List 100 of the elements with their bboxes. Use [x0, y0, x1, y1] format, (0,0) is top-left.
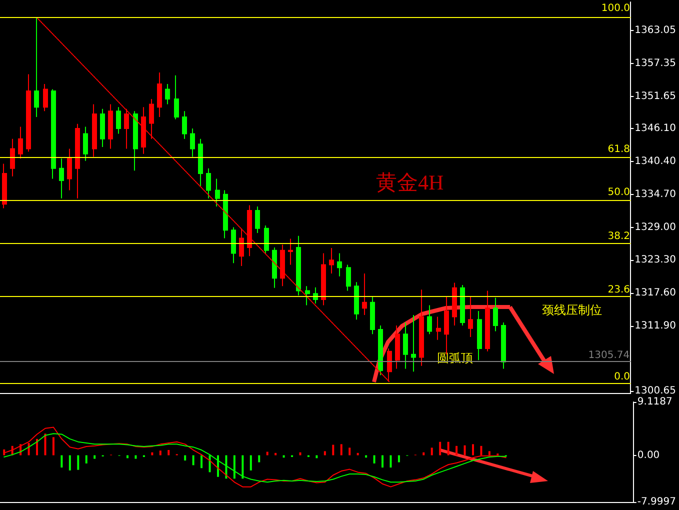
- candlestick: [124, 108, 129, 150]
- candlestick: [477, 310, 482, 361]
- candlestick: [75, 123, 80, 199]
- candlestick: [403, 322, 408, 370]
- bar: [472, 444, 474, 456]
- bar: [192, 455, 194, 466]
- candlestick: [280, 244, 285, 287]
- candlestick: [329, 248, 334, 274]
- bar: [340, 444, 342, 456]
- candlestick: [337, 252, 342, 277]
- candlestick: [378, 324, 383, 376]
- candlestick: [468, 296, 473, 338]
- candlestick: [231, 226, 236, 264]
- candlestick: [239, 228, 244, 266]
- candlestick: [370, 296, 375, 335]
- bar: [159, 450, 162, 456]
- bar: [28, 443, 30, 456]
- candlestick: [92, 104, 97, 158]
- candlestick: [133, 110, 138, 172]
- candlestick: [501, 322, 506, 370]
- annotation: 23.6: [608, 284, 630, 296]
- ref-line-label: 1305.74: [588, 350, 630, 362]
- bar: [68, 455, 71, 470]
- bar: [356, 452, 359, 456]
- annotation: 0.0: [614, 372, 630, 383]
- candlestick: [182, 110, 187, 140]
- candlestick: [206, 168, 211, 199]
- candlestick: [395, 324, 400, 370]
- candlestick: [427, 304, 432, 335]
- candlestick: [419, 289, 424, 366]
- candlestick: [305, 286, 310, 306]
- annotation: 38.2: [608, 230, 630, 242]
- candlestick: [34, 17, 39, 118]
- candlestick: [165, 84, 170, 105]
- candlestick: [362, 272, 367, 316]
- candlestick: [67, 148, 72, 191]
- bar: [439, 442, 442, 456]
- y-tick-label: 1346.10: [634, 122, 676, 134]
- annotation: 100.0: [601, 3, 630, 14]
- bar: [44, 434, 46, 456]
- bar: [94, 455, 96, 459]
- annotation: 61.8: [608, 144, 630, 156]
- candlestick: [43, 84, 48, 112]
- y-tick-label: 1329.00: [634, 222, 676, 233]
- bar: [324, 451, 326, 456]
- candlestick: [83, 126, 88, 162]
- candlestick: [116, 106, 121, 134]
- candlestick: [452, 282, 457, 326]
- bar: [464, 445, 466, 456]
- candlestick: [190, 128, 195, 158]
- annotation: 黄金4H: [376, 170, 444, 194]
- candlestick: [272, 246, 277, 288]
- bar: [299, 452, 302, 456]
- bar: [258, 455, 260, 462]
- bar: [390, 455, 392, 468]
- candlestick: [296, 235, 301, 296]
- bar: [242, 455, 244, 479]
- candlestick: [264, 225, 269, 254]
- candlestick: [108, 104, 113, 150]
- bar: [398, 455, 400, 462]
- candlestick: [59, 158, 64, 199]
- candlestick: [149, 98, 154, 140]
- candlestick: [436, 316, 441, 340]
- bar: [60, 455, 63, 468]
- candlestick: [411, 314, 416, 372]
- bar: [348, 448, 351, 456]
- candlestick: [198, 138, 203, 187]
- bar: [456, 446, 458, 456]
- y-tick-label: 1357.35: [634, 58, 676, 70]
- bar: [151, 452, 154, 456]
- annotation: 颈线压制位: [542, 303, 602, 317]
- candlestick: [174, 74, 179, 120]
- y-tick-label: 1317.60: [634, 288, 676, 299]
- bar: [200, 455, 203, 468]
- candlestick: [26, 74, 31, 152]
- bar: [233, 455, 236, 479]
- candlestick: [485, 290, 490, 352]
- candlestick: [460, 284, 465, 326]
- y-tick-label: 1323.30: [634, 254, 676, 266]
- candlestick: [354, 282, 359, 320]
- bar: [250, 455, 252, 470]
- y-tick-label: 9.1187: [637, 396, 672, 408]
- y-tick-label: 1340.40: [634, 156, 676, 167]
- bar: [373, 455, 376, 464]
- y-tick-label: 1300.65: [634, 386, 676, 396]
- bar: [274, 452, 277, 456]
- candlestick: [100, 108, 105, 148]
- y-tick-label: -7.9997: [637, 496, 676, 508]
- bar: [168, 450, 170, 456]
- bar: [85, 455, 88, 464]
- candlestick: [255, 206, 260, 234]
- candlestick: [288, 238, 293, 266]
- annotation: 50.0: [608, 187, 630, 198]
- candlestick: [51, 88, 56, 180]
- candlestick: [2, 163, 7, 209]
- y-tick-label: 0.00: [637, 450, 660, 461]
- bar: [36, 438, 38, 456]
- y-tick-label: 1363.05: [634, 25, 676, 36]
- candlestick: [18, 126, 23, 160]
- candlestick: [321, 252, 326, 306]
